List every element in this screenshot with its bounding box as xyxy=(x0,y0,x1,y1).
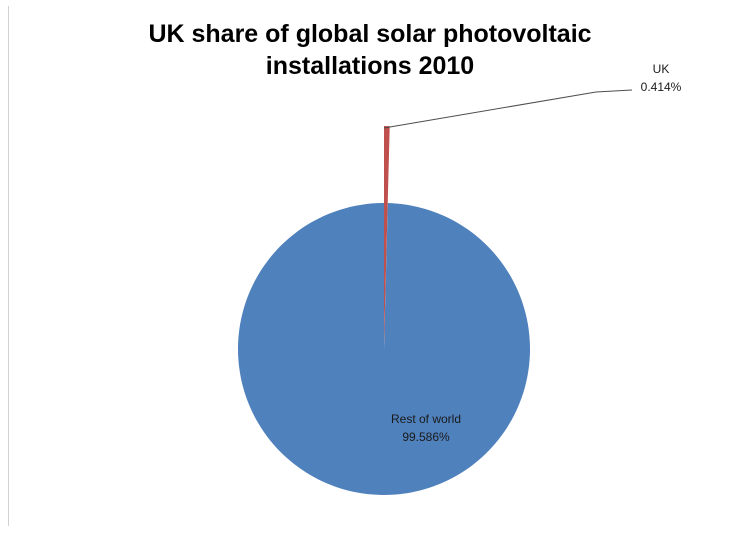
data-label-rest-of-world-name: Rest of world xyxy=(391,412,461,426)
pie-slice-rest-of-world xyxy=(237,203,530,496)
data-label-uk-percent: 0.414% xyxy=(641,80,682,94)
chart-title-line-1: UK share of global solar photovoltaic xyxy=(148,20,592,48)
data-label-uk-name: UK xyxy=(653,62,670,76)
chart-title-line-2: installations 2010 xyxy=(265,52,475,80)
data-label-rest-of-world-percent: 99.586% xyxy=(402,430,450,444)
chart-title: UK share of global solar photovoltaic in… xyxy=(0,18,740,82)
uk-leader-line xyxy=(383,89,633,129)
pie-slice-uk xyxy=(384,126,390,346)
chart-frame xyxy=(8,6,735,526)
